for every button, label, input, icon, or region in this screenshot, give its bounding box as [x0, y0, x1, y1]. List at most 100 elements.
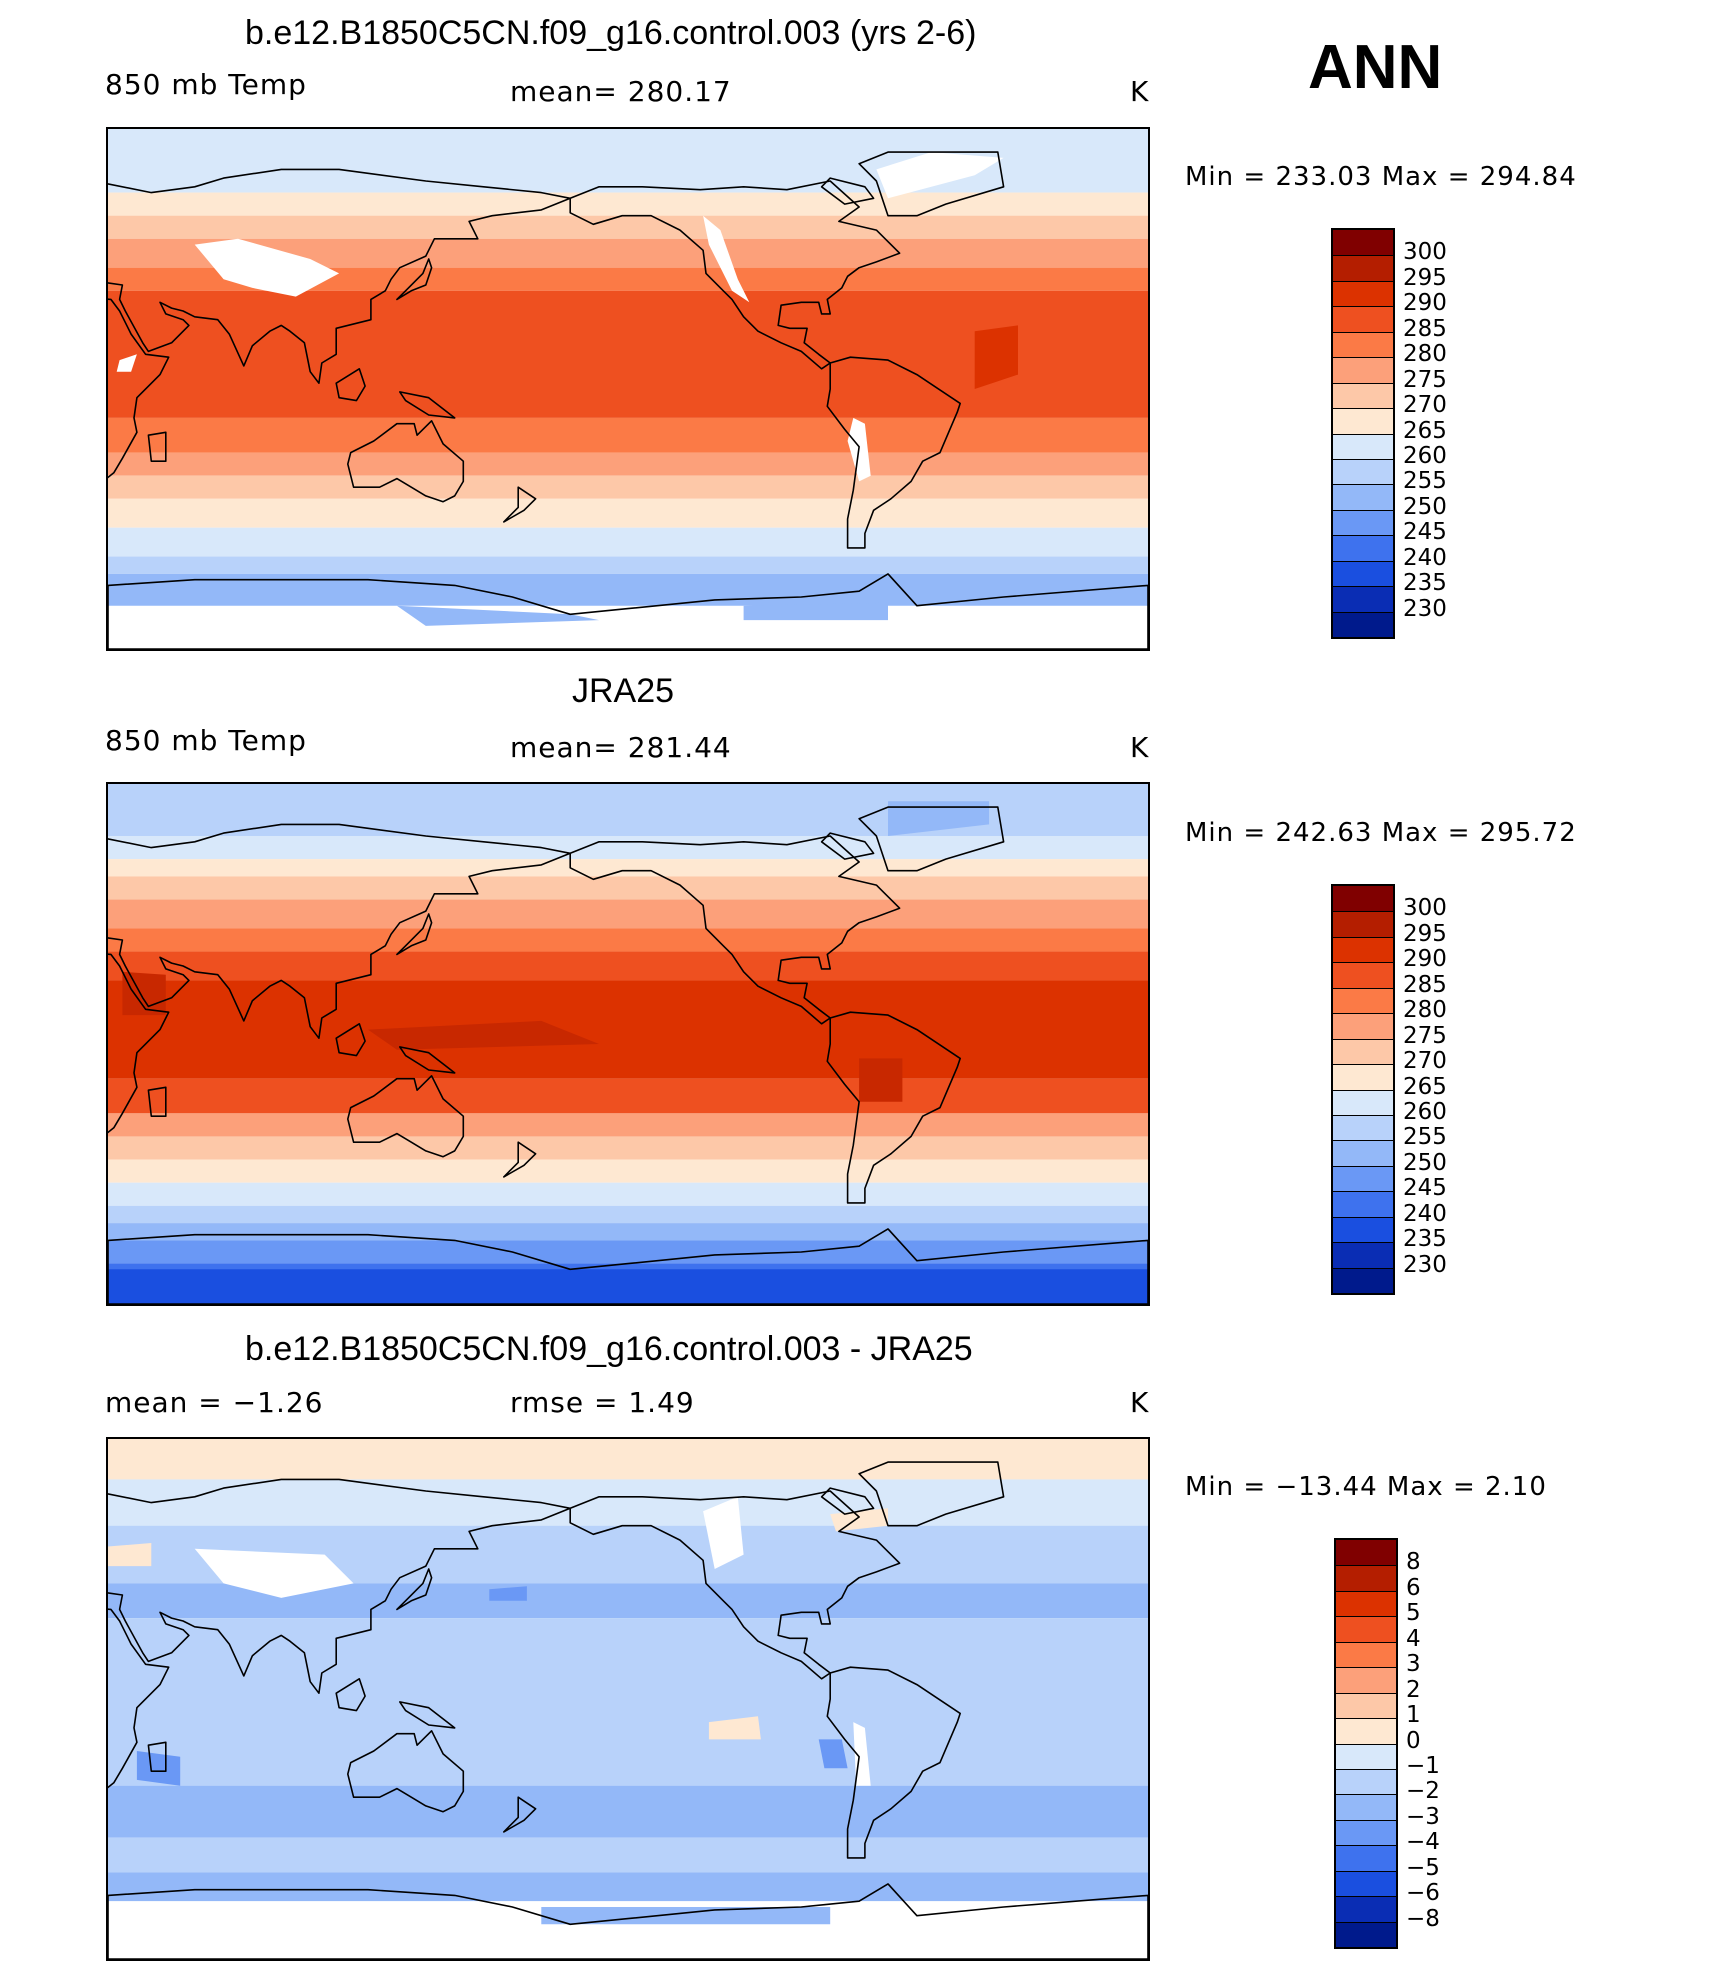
- colorbar-box: [1333, 886, 1393, 912]
- panel-3-title: b.e12.B1850C5CN.f09_g16.control.003 - JR…: [245, 1330, 973, 1368]
- colorbar-tick-label: 250: [1403, 1149, 1447, 1176]
- colorbar-tick-label: 6: [1406, 1574, 1421, 1601]
- temperature-band: [108, 784, 1148, 836]
- field-region: [108, 1543, 152, 1567]
- colorbar-tick-label: 300: [1403, 239, 1447, 266]
- coastline-eurasia: [108, 168, 571, 384]
- colorbar-tick-label: −1: [1406, 1752, 1440, 1779]
- colorbar-tick-label: 230: [1403, 595, 1447, 622]
- temperature-band: [108, 1618, 1148, 1786]
- colorbar-box: [1333, 1242, 1393, 1268]
- temperature-band: [108, 527, 1148, 557]
- colorbar-box: [1336, 1641, 1396, 1668]
- colorbar-tick-label: 295: [1403, 264, 1447, 291]
- coastline-africa: [108, 1608, 170, 1789]
- colorbar-tick-label: 275: [1403, 366, 1447, 393]
- colorbar-tick-label: 265: [1403, 417, 1447, 444]
- field-region: [743, 602, 888, 621]
- panel-3-colorbar: [1334, 1538, 1398, 1949]
- coastline-antarctica: [108, 1228, 1148, 1304]
- panel-1-map: [106, 127, 1150, 651]
- coastline-s-america: [826, 1011, 961, 1204]
- temperature-band: [108, 498, 1148, 528]
- colorbar-tick-label: −4: [1406, 1829, 1440, 1856]
- colorbar-tick-label: 260: [1403, 442, 1447, 469]
- colorbar-tick-label: 245: [1403, 1175, 1447, 1202]
- colorbar-box: [1333, 509, 1393, 536]
- colorbar-box: [1336, 1896, 1396, 1922]
- colorbar-box: [1333, 1267, 1393, 1293]
- colorbar-tick-label: 290: [1403, 290, 1447, 317]
- coastline-greenland: [858, 1461, 1005, 1527]
- colorbar-box: [1333, 936, 1393, 963]
- panel-1-minmax: Min = 233.03 Max = 294.84: [1185, 162, 1577, 192]
- coastline-africa: [108, 298, 170, 479]
- temperature-band: [108, 556, 1148, 574]
- colorbar-box: [1333, 1064, 1393, 1090]
- panel-1-mean-label: mean= 280.17: [510, 75, 732, 108]
- field-region: [116, 354, 137, 372]
- colorbar-tick-label: 295: [1403, 920, 1447, 947]
- temperature-band: [108, 980, 1148, 1079]
- coastline-eurasia: [108, 823, 571, 1039]
- panel-2-variable-label: 850 mb Temp: [105, 724, 307, 757]
- colorbar-box: [1333, 1038, 1393, 1065]
- colorbar-tick-label: 260: [1403, 1098, 1447, 1125]
- temperature-band: [108, 290, 1148, 418]
- colorbar-tick-label: −6: [1406, 1880, 1440, 1907]
- colorbar-tick-label: 285: [1403, 315, 1447, 342]
- colorbar-box: [1333, 962, 1393, 988]
- coastline-greenland: [858, 806, 1005, 872]
- temperature-band: [108, 1136, 1148, 1160]
- coastline-borneo: [335, 368, 366, 402]
- temperature-band: [108, 452, 1148, 476]
- colorbar-box: [1336, 1794, 1396, 1820]
- colorbar-tick-label: 240: [1403, 544, 1447, 571]
- colorbar-box: [1336, 1667, 1396, 1693]
- panel-1-colorbar: [1331, 228, 1395, 639]
- temperature-band: [108, 1159, 1148, 1183]
- panel-2-title: JRA25: [572, 672, 675, 710]
- colorbar-box: [1333, 382, 1393, 409]
- coastline-s-america: [826, 356, 961, 549]
- temperature-band: [108, 417, 1148, 453]
- panel-1-title: b.e12.B1850C5CN.f09_g16.control.003 (yrs…: [245, 14, 977, 52]
- coastline-madagascar: [147, 431, 167, 462]
- panel-2-units-label: K: [1130, 731, 1150, 764]
- colorbar-box: [1333, 1114, 1393, 1141]
- colorbar-tick-label: 4: [1406, 1625, 1421, 1652]
- colorbar-tick-label: 270: [1403, 1048, 1447, 1075]
- colorbar-box: [1333, 586, 1393, 612]
- colorbar-tick-label: 230: [1403, 1251, 1447, 1278]
- coastline-new-zealand: [503, 486, 537, 523]
- colorbar-box: [1333, 331, 1393, 358]
- colorbar-tick-label: 235: [1403, 570, 1447, 597]
- colorbar-box: [1333, 484, 1393, 510]
- colorbar-box: [1333, 1089, 1393, 1115]
- panel-1-variable-label: 850 mb Temp: [105, 68, 307, 101]
- colorbar-tick-label: 280: [1403, 997, 1447, 1024]
- coastline-madagascar: [147, 1086, 167, 1117]
- field-region: [888, 801, 990, 836]
- coastline-africa: [108, 953, 170, 1134]
- colorbar-tick-label: 3: [1406, 1651, 1421, 1678]
- colorbar-box: [1333, 911, 1393, 937]
- colorbar-tick-label: 280: [1403, 341, 1447, 368]
- coastline-australia: [347, 420, 465, 503]
- colorbar-tick-label: 255: [1403, 468, 1447, 495]
- colorbar-tick-label: 245: [1403, 519, 1447, 546]
- colorbar-box: [1336, 1921, 1396, 1947]
- colorbar-box: [1336, 1565, 1396, 1591]
- temperature-band: [108, 1439, 1148, 1480]
- field-region: [708, 1716, 761, 1740]
- colorbar-box: [1336, 1616, 1396, 1642]
- temperature-band: [108, 899, 1148, 929]
- colorbar-tick-label: 275: [1403, 1022, 1447, 1049]
- field-region: [194, 1548, 354, 1598]
- colorbar-box: [1336, 1540, 1396, 1566]
- field-region: [194, 238, 340, 297]
- colorbar-box: [1333, 1191, 1393, 1217]
- colorbar-box: [1336, 1743, 1396, 1769]
- temperature-band: [108, 1205, 1148, 1224]
- coastline-greenland: [858, 151, 1005, 217]
